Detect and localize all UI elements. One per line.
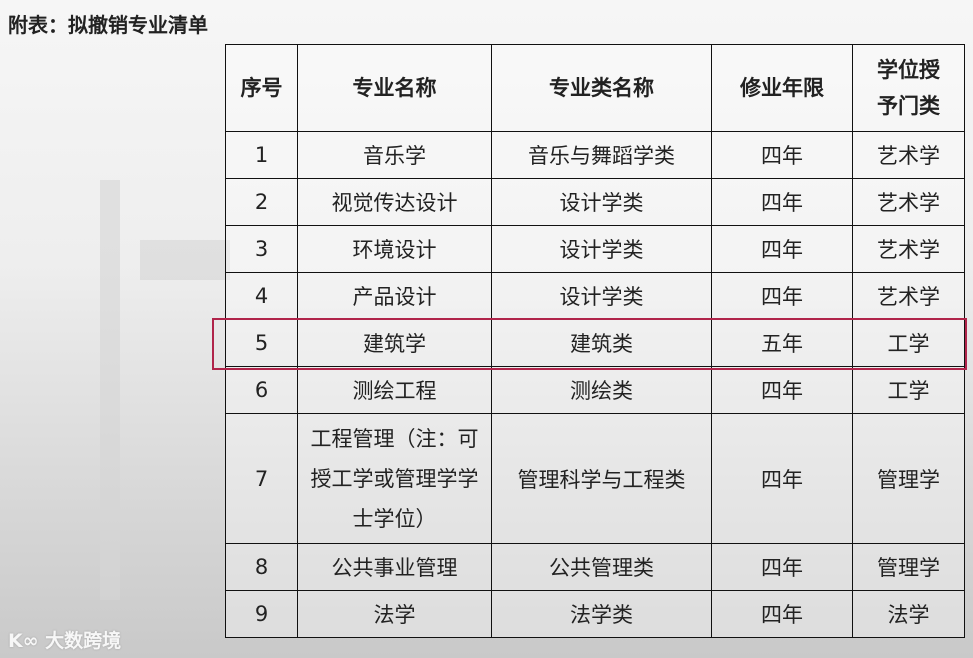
cell-index: 1 <box>225 131 298 179</box>
cell-category: 音乐与舞蹈学类 <box>491 131 712 179</box>
page-title: 附表：拟撤销专业清单 <box>8 13 208 37</box>
table-row: 8 公共事业管理 公共管理类 四年 管理学 <box>225 543 965 591</box>
background-building <box>140 240 230 280</box>
table-row: 4 产品设计 设计学类 四年 艺术学 <box>225 272 965 320</box>
table-row: 9 法学 法学类 四年 法学 <box>225 590 965 638</box>
cell-major: 视觉传达设计 <box>297 178 492 226</box>
cell-category: 管理科学与工程类 <box>491 413 712 544</box>
header-major: 专业名称 <box>297 44 492 132</box>
cell-major: 产品设计 <box>297 272 492 320</box>
cell-major-text: 工程管理（注：可授工学或管理学学士学位） <box>310 426 479 531</box>
table-row: 1 音乐学 音乐与舞蹈学类 四年 艺术学 <box>225 131 965 179</box>
table-row: 3 环境设计 设计学类 四年 艺术学 <box>225 225 965 273</box>
table-row: 5 建筑学 建筑类 五年 工学 <box>225 319 965 367</box>
cell-duration: 四年 <box>711 272 853 320</box>
cell-category: 设计学类 <box>491 178 712 226</box>
cell-duration: 四年 <box>711 543 853 591</box>
header-degree: 学位授予门类 <box>852 44 965 132</box>
majors-table: 序号 专业名称 专业类名称 修业年限 学位授予门类 1 音乐学 音乐与舞蹈学类 四年艺… <box>225 44 965 638</box>
cell-degree: 艺术学 <box>852 225 965 273</box>
cell-duration: 四年 <box>711 131 853 179</box>
cell-index: 3 <box>225 225 298 273</box>
cell-degree: 艺术学 <box>852 131 965 179</box>
cell-degree: 艺术学 <box>852 178 965 226</box>
header-category: 专业类名称 <box>491 44 712 132</box>
cell-index: 2 <box>225 178 298 226</box>
cell-category: 建筑类 <box>491 319 712 367</box>
watermark-logo: K∞ 大数跨境 <box>8 626 121 653</box>
table-row: 6 测绘工程 测绘类 四年 工学 <box>225 366 965 414</box>
header-degree-text: 学位授予门类 <box>877 58 940 118</box>
cell-major: 环境设计 <box>297 225 492 273</box>
cell-duration: 四年 <box>711 178 853 226</box>
cell-duration: 四年 <box>711 225 853 273</box>
cell-degree: 管理学 <box>852 543 965 591</box>
cell-index: 7 <box>225 413 298 544</box>
cell-category: 测绘类 <box>491 366 712 414</box>
cell-degree: 艺术学 <box>852 272 965 320</box>
cell-degree: 法学 <box>852 590 965 638</box>
cell-major: 公共事业管理 <box>297 543 492 591</box>
cell-major: 法学 <box>297 590 492 638</box>
background-tree <box>100 180 120 600</box>
table-row: 7 工程管理（注：可授工学或管理学学士学位） 管理科学与工程类 四年 管理学 <box>225 413 965 544</box>
cell-index: 6 <box>225 366 298 414</box>
cell-index: 4 <box>225 272 298 320</box>
cell-category: 公共管理类 <box>491 543 712 591</box>
cell-major: 工程管理（注：可授工学或管理学学士学位） <box>297 413 492 544</box>
cell-category: 设计学类 <box>491 225 712 273</box>
cell-degree: 管理学 <box>852 413 965 544</box>
cell-category: 法学类 <box>491 590 712 638</box>
cell-major: 音乐学 <box>297 131 492 179</box>
cell-degree: 工学 <box>852 366 965 414</box>
cell-major: 测绘工程 <box>297 366 492 414</box>
watermark-text: 大数跨境 <box>45 630 122 652</box>
cell-duration: 四年 <box>711 366 853 414</box>
cell-index: 9 <box>225 590 298 638</box>
watermark-icon: K∞ <box>8 630 46 652</box>
header-duration: 修业年限 <box>711 44 853 132</box>
cell-duration: 四年 <box>711 590 853 638</box>
table-row: 2 视觉传达设计 设计学类 四年 艺术学 <box>225 178 965 226</box>
cell-category: 设计学类 <box>491 272 712 320</box>
cell-degree: 工学 <box>852 319 965 367</box>
table-header-row: 序号 专业名称 专业类名称 修业年限 学位授予门类 <box>225 44 965 132</box>
highlight-box <box>212 318 967 370</box>
cell-index: 8 <box>225 543 298 591</box>
header-index: 序号 <box>225 44 298 132</box>
cell-index: 5 <box>225 319 298 367</box>
cell-duration: 四年 <box>711 413 853 544</box>
